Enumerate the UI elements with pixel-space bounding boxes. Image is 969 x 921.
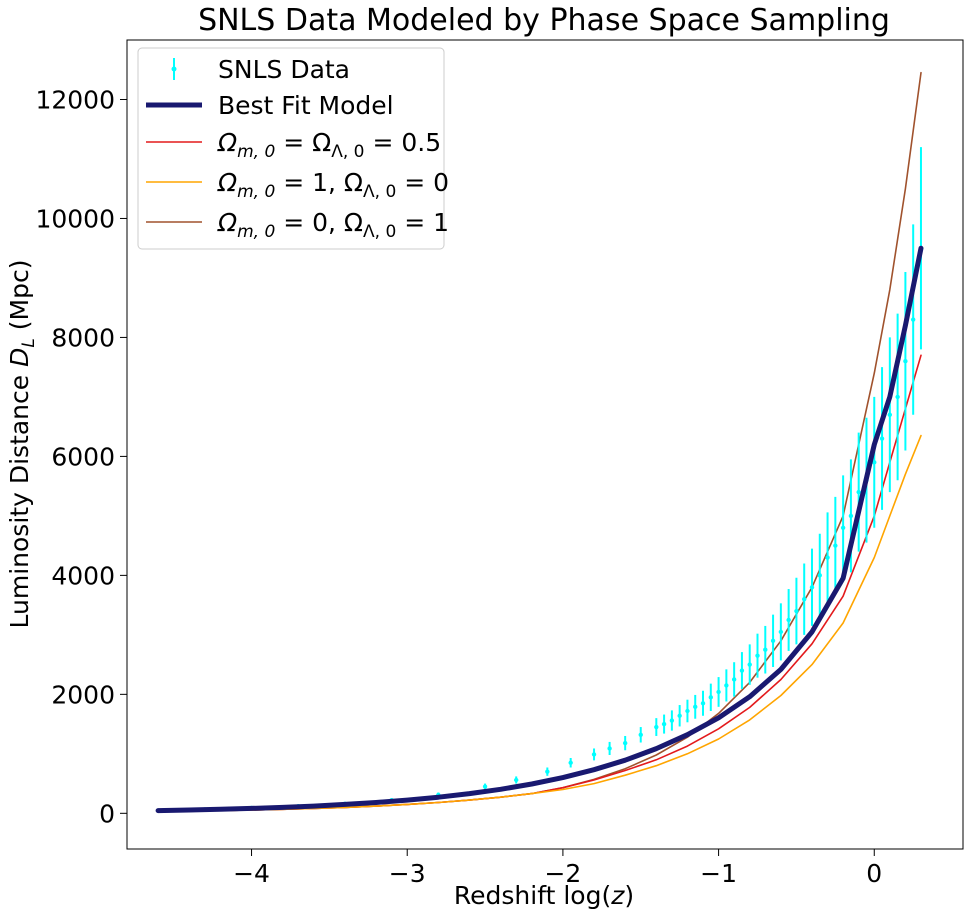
y-axis-label-var: D	[5, 348, 34, 367]
data-point	[482, 784, 488, 789]
legend-box	[137, 47, 445, 250]
y-axis-label-unit: (Mpc)	[5, 260, 34, 339]
data-point	[856, 489, 861, 495]
data-point	[833, 543, 838, 548]
legend-label-equal-mix: Ωm, 0 = ΩΛ, 0 = 0.5	[217, 128, 441, 162]
data-layer	[155, 71, 924, 814]
x-axis-label-close: )	[624, 881, 634, 910]
legend-item-best-fit: Best Fit Model	[146, 91, 394, 120]
data-point	[840, 525, 846, 530]
legend-label-lambda-only: Ωm, 0 = 0, ΩΛ, 0 = 1	[217, 208, 449, 242]
data-point	[545, 769, 550, 774]
data-point	[661, 721, 667, 727]
data-point	[770, 638, 776, 644]
data-point	[591, 752, 597, 757]
x-tick-label: −1	[700, 859, 737, 888]
data-point	[755, 653, 760, 658]
y-axis-label-sub: L	[19, 338, 39, 347]
x-axis-label-var: z	[610, 881, 625, 910]
data-point	[716, 689, 721, 695]
legend-label-matter-only: Ωm, 0 = 1, ΩΛ, 0 = 0	[217, 168, 449, 202]
x-axis-label: Redshift log(z)	[454, 881, 634, 910]
y-tick-label: 0	[99, 799, 115, 828]
data-point	[809, 585, 815, 590]
data-point	[622, 740, 628, 746]
series-1	[155, 245, 924, 814]
data-point	[607, 746, 612, 751]
data-point	[763, 647, 768, 652]
data-point	[786, 617, 791, 623]
x-axis-ticks: −4 −3 −2 −1 0	[233, 849, 882, 888]
legend-label-snls-data: SNLS Data	[218, 55, 350, 84]
legend-item-equal-mix: Ωm, 0 = ΩΛ, 0 = 0.5	[146, 128, 441, 162]
data-point	[677, 713, 682, 718]
y-tick-label: 6000	[51, 442, 115, 471]
y-tick-label: 4000	[51, 561, 115, 590]
data-point	[708, 695, 713, 700]
data-point	[817, 573, 822, 578]
data-point	[872, 460, 877, 465]
data-point	[895, 394, 900, 400]
chart-title: SNLS Data Modeled by Phase Space Samplin…	[198, 3, 890, 38]
y-tick-label: 8000	[51, 323, 115, 352]
legend-item-snls-data: SNLS Data	[171, 55, 350, 84]
y-axis-label-main: Luminosity Distance	[5, 367, 34, 629]
x-tick-label: 0	[866, 859, 882, 888]
data-point	[825, 555, 830, 560]
data-point	[794, 608, 799, 614]
legend-item-matter-only: Ωm, 0 = 1, ΩΛ, 0 = 0	[146, 168, 449, 202]
x-tick-label: −4	[233, 859, 270, 888]
data-point	[802, 596, 807, 602]
data-point	[739, 668, 745, 673]
y-tick-label: 10000	[35, 204, 115, 233]
data-point	[848, 513, 854, 519]
data-point	[685, 708, 690, 714]
legend: SNLS Data Best Fit Model Ωm, 0 = ΩΛ, 0 =…	[137, 47, 449, 250]
data-point	[910, 317, 916, 322]
data-point	[669, 718, 675, 723]
y-axis-ticks: 0 2000 4000 6000 8000 10000 12000	[35, 85, 127, 828]
data-point	[638, 732, 643, 737]
y-tick-label: 12000	[35, 85, 115, 114]
data-point	[700, 701, 706, 706]
x-tick-label: −2	[544, 859, 581, 888]
y-axis-label: Luminosity Distance DL (Mpc)	[5, 260, 39, 629]
series-line	[155, 245, 924, 814]
data-point	[513, 777, 519, 783]
data-point	[724, 683, 729, 688]
x-tick-label: −3	[389, 859, 426, 888]
y-tick-label: 2000	[51, 680, 115, 709]
data-point	[903, 359, 908, 364]
data-point	[693, 704, 698, 710]
data-point	[747, 662, 752, 667]
legend-item-lambda-only: Ωm, 0 = 0, ΩΛ, 0 = 1	[146, 208, 449, 242]
legend-label-best-fit: Best Fit Model	[218, 91, 394, 120]
series-0	[155, 147, 924, 813]
data-point	[778, 629, 784, 635]
data-point	[731, 677, 737, 682]
data-point	[654, 724, 659, 730]
data-point	[879, 436, 885, 441]
legend-swatch-snls-marker	[171, 66, 177, 72]
data-point	[568, 760, 573, 765]
data-point	[887, 412, 893, 417]
x-axis-label-main: Redshift log(	[454, 881, 611, 910]
